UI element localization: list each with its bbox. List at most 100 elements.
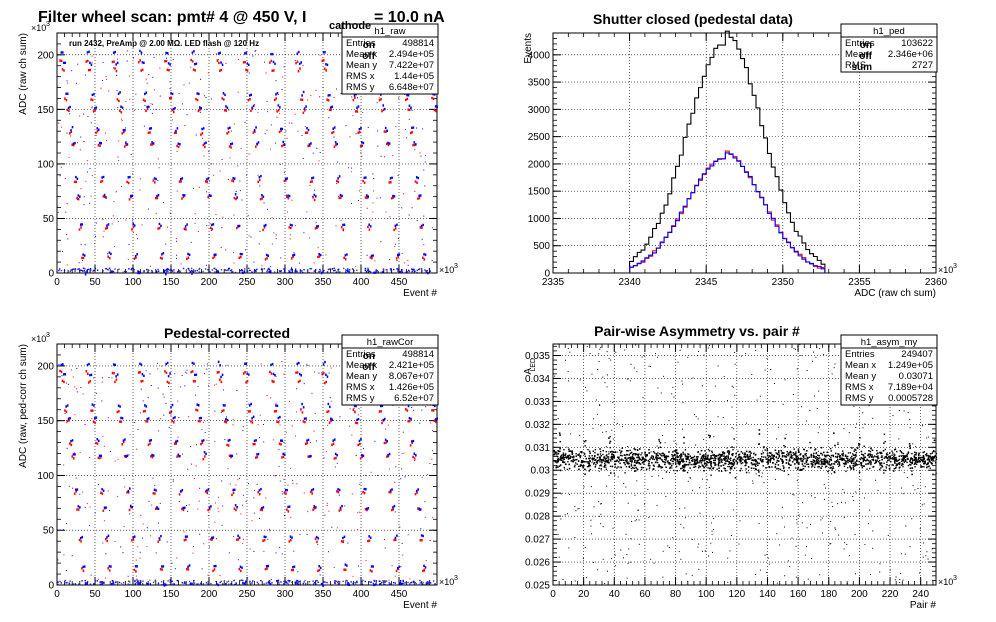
on-point [207,574,209,576]
baseline-point [380,582,382,585]
off-point [215,53,217,55]
asym-point [914,451,916,454]
on-point [394,538,397,542]
off-point [94,243,96,245]
off-point [245,362,248,365]
on-point [417,197,419,200]
off-point [96,127,99,130]
off-point [242,581,244,585]
off-point [404,476,406,478]
off-point [270,266,272,268]
on-point [135,559,137,561]
asym-point [641,456,643,459]
off-point [334,141,337,144]
on-point [172,110,175,114]
off-point [107,223,110,226]
baseline-point [412,268,414,271]
on-point [258,178,261,182]
on-point [216,59,219,62]
off-point [315,89,317,91]
on-point [142,98,145,101]
baseline-point [221,583,224,585]
off-point [87,160,89,162]
off-point [411,109,413,111]
asym-point [883,462,885,465]
x-tick-label: 120 [728,589,745,600]
asym-point [659,456,661,459]
asym-point [782,452,784,454]
off-point [329,417,332,420]
asym-point [837,458,839,461]
asym-point [711,450,713,452]
baseline-point [82,270,84,273]
off-point [275,376,277,378]
baseline-point [169,580,172,582]
baseline-point [409,583,411,585]
on-point [196,98,199,102]
off-point [277,104,280,107]
off-point [97,128,100,131]
off-point [266,129,268,131]
off-point [120,105,122,108]
baseline-point [366,270,368,273]
on-point [298,262,300,264]
off-point [391,565,393,567]
off-point [94,512,96,514]
off-point [256,142,258,146]
on-point [59,369,61,373]
baseline-point [390,270,393,272]
asym-point [692,460,694,462]
baseline-point [181,582,184,584]
asym-point [642,456,644,458]
off-point [248,235,250,237]
off-point [332,439,335,442]
baseline-point [196,583,198,585]
off-point [178,417,180,419]
on-point [91,55,93,57]
baseline-point [301,270,303,272]
baseline-point [130,583,132,586]
on-point [61,379,64,383]
off-point [266,394,268,396]
on-point [401,468,403,470]
off-point [412,439,415,443]
baseline-point [350,581,352,583]
y-tick-label: 0.034 [525,374,550,385]
off-point [310,442,312,444]
on-point [126,180,128,184]
on-point [366,508,368,512]
off-point [114,363,117,367]
on-point [333,136,335,138]
off-point [120,416,122,420]
off-point [179,455,181,458]
on-point [194,222,196,224]
baseline-point [386,271,388,273]
baseline-point [227,580,230,582]
on-point [81,256,83,260]
off-point [394,224,397,227]
y-tick-label: 1000 [528,214,551,225]
off-point [333,567,335,569]
x-axis-label: Event # [403,288,437,299]
on-point [321,373,324,376]
on-point [213,568,216,571]
on-point [126,491,128,494]
on-point [372,173,374,175]
baseline-point [128,583,131,586]
on-point [203,155,205,157]
on-point [383,441,386,445]
off-point [373,271,375,274]
baseline-point [279,270,281,272]
off-point [314,189,316,191]
on-point [83,113,85,115]
on-point [253,512,255,514]
off-point [279,415,281,419]
off-point [263,224,266,228]
off-point [363,176,366,180]
asym-point [739,461,741,463]
baseline-point [235,582,237,584]
on-point [58,363,60,365]
baseline-point [247,267,250,270]
baseline-point [271,581,273,584]
on-point [237,91,239,93]
